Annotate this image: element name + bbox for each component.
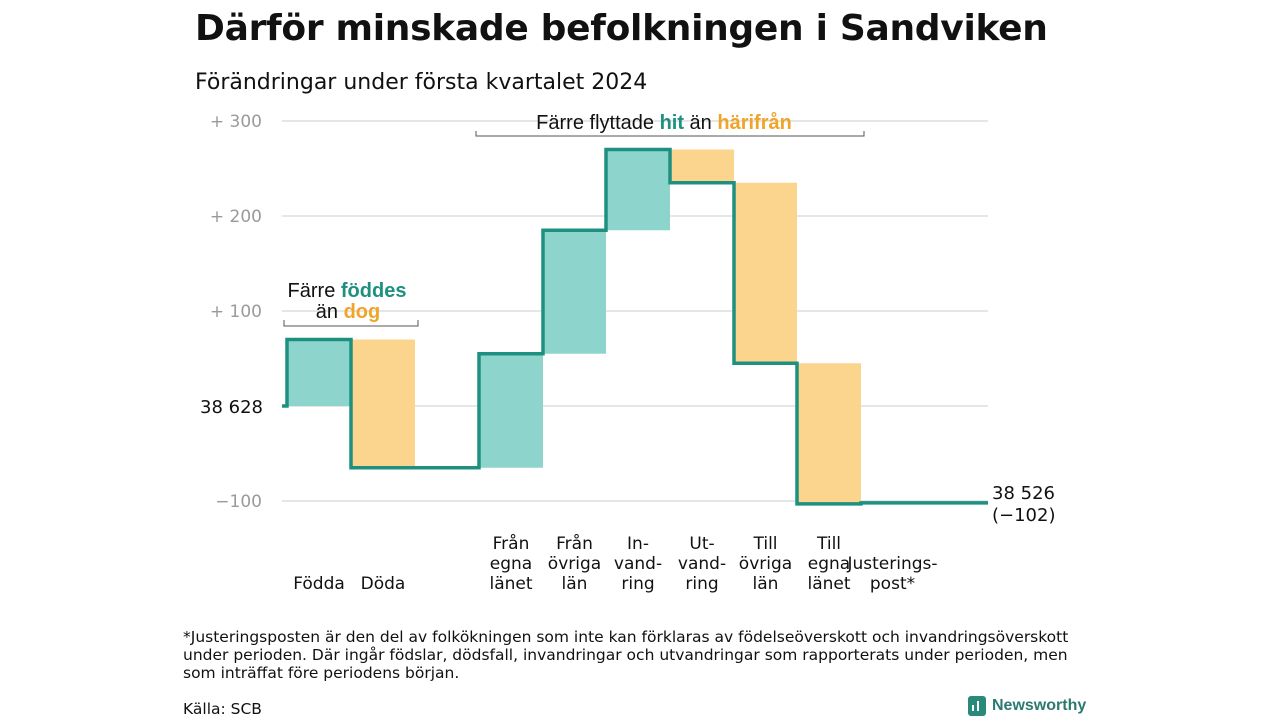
brand-name: Newsworthy: [992, 697, 1087, 714]
bar-decrease: [734, 182, 797, 364]
step-line: [282, 147, 988, 506]
x-category-label: Till egna länet: [807, 534, 850, 594]
bar-decrease: [670, 149, 734, 183]
x-category-label: Justerings-post*: [846, 554, 937, 594]
bar-increase: [479, 353, 543, 468]
x-category-label: Från övriga län: [548, 533, 601, 594]
x-category-label: Från egna länet: [489, 533, 532, 594]
x-category-label: In-vand-ring: [614, 534, 662, 594]
bar-increase: [287, 339, 351, 406]
annotation-bracket: [283, 320, 419, 327]
y-tick-label: −100: [215, 492, 262, 512]
brand-logo: Newsworthy: [968, 696, 1086, 716]
x-category-label: Till övriga län: [739, 534, 792, 594]
chart-subtitle: Förändringar under första kvartalet 2024: [195, 70, 648, 95]
start-value-label: 38 628: [200, 397, 263, 418]
bar-increase: [543, 230, 606, 354]
annotation-bracket: [475, 131, 865, 137]
newsworthy-icon: [968, 696, 986, 716]
bar-decrease: [797, 363, 861, 504]
annotation-births-deaths-line2: än dog: [316, 301, 380, 323]
source-note: Källa: SCB: [183, 700, 262, 718]
y-tick-label: + 200: [210, 207, 262, 227]
bar-decrease: [351, 339, 415, 468]
footnote: *Justeringsposten är den del av folkökni…: [183, 628, 1069, 682]
end-change-label: (−102): [992, 505, 1055, 526]
chart-title: Därför minskade befolkningen i Sandviken: [195, 8, 1048, 49]
waterfall-chart: + 300 + 200 + 100 −100 38 628 38 526(−102) Föd…: [200, 111, 1055, 594]
x-category-label: Ut-vand-ring: [678, 534, 726, 594]
end-value-label: 38 526: [992, 483, 1055, 504]
bar-increase: [606, 149, 670, 231]
y-tick-label: + 100: [210, 302, 262, 322]
annotation-births-deaths: Färre föddes: [288, 280, 407, 302]
x-category-label: Födda: [293, 574, 345, 594]
y-tick-label: + 300: [210, 112, 262, 132]
annotation-migration: Färre flyttade hit än härifrån: [536, 111, 792, 134]
x-category-label: Döda: [361, 574, 406, 594]
